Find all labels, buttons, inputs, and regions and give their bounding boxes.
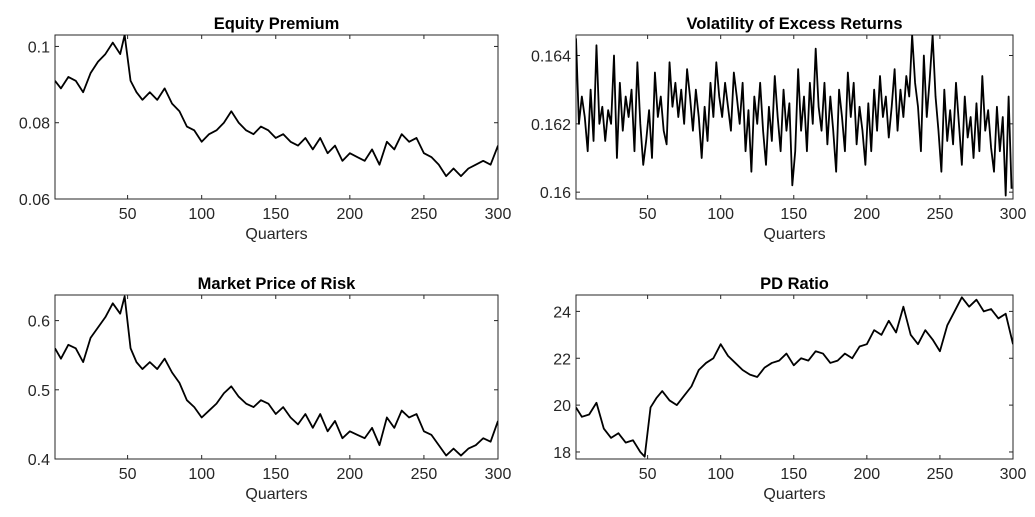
y-tick-label: 0.06 xyxy=(19,192,50,209)
x-axis-label: Quarters xyxy=(245,486,307,503)
y-tick-label: 0.6 xyxy=(28,314,50,331)
x-tick-label: 100 xyxy=(188,206,215,223)
x-tick-label: 150 xyxy=(780,206,807,223)
y-tick-label: 0.1 xyxy=(28,39,50,56)
x-tick-label: 150 xyxy=(262,466,289,483)
y-tick-label: 18 xyxy=(553,445,571,462)
y-tick-label: 0.4 xyxy=(28,452,50,469)
y-tick-label: 0.5 xyxy=(28,383,50,400)
subplot-3: Market Price of Risk 50 100 150 200 250 300 0.4… xyxy=(28,275,512,503)
x-tick-label: 200 xyxy=(336,206,363,223)
x-tick-label: 200 xyxy=(336,466,363,483)
x-axis-label: Quarters xyxy=(763,486,825,503)
x-tick-label: 250 xyxy=(927,466,954,483)
axes-box xyxy=(575,34,1014,200)
x-axis-label: Quarters xyxy=(763,226,825,243)
subplot-1: Equity Premium 50 100 150 200 250 300 0.06 0.08 0… xyxy=(19,15,512,243)
axes-box xyxy=(575,294,1014,460)
axes-box xyxy=(54,294,499,460)
x-tick-label: 100 xyxy=(188,466,215,483)
x-tick-label: 300 xyxy=(1000,466,1027,483)
x-axis-label: Quarters xyxy=(245,226,307,243)
x-tick-label: 300 xyxy=(485,206,512,223)
y-tick-label: 22 xyxy=(553,351,571,368)
y-tick-label: 0.08 xyxy=(19,116,50,133)
y-tick-label: 0.164 xyxy=(531,49,571,66)
series-line-1 xyxy=(55,295,498,457)
subplot-2: Volatility of Excess Returns 50 100 150 200 2… xyxy=(531,15,1026,243)
x-tick-label: 250 xyxy=(927,206,954,223)
y-tick-label: 0.162 xyxy=(531,117,571,134)
chart-title: Volatility of Excess Returns xyxy=(686,15,902,33)
chart-title: PD Ratio xyxy=(760,275,829,293)
x-tick-label: 200 xyxy=(853,466,880,483)
chart-title: Market Price of Risk xyxy=(198,275,357,293)
series-line-1 xyxy=(55,35,498,178)
x-tick-label: 50 xyxy=(119,206,137,223)
chart-title: Equity Premium xyxy=(214,15,340,33)
subplot-4: PD Ratio 50 100 150 200 250 300 18 20 22 24 Quarter… xyxy=(553,275,1026,503)
x-tick-label: 300 xyxy=(1000,206,1027,223)
y-tick-label: 0.16 xyxy=(540,185,571,202)
x-tick-label: 150 xyxy=(780,466,807,483)
x-tick-label: 300 xyxy=(485,466,512,483)
axes-box xyxy=(54,34,499,200)
x-tick-label: 50 xyxy=(639,466,657,483)
x-tick-label: 100 xyxy=(707,206,734,223)
x-tick-label: 100 xyxy=(707,466,734,483)
x-tick-label: 150 xyxy=(262,206,289,223)
series-line-1 xyxy=(576,35,1013,197)
x-tick-label: 250 xyxy=(411,206,438,223)
x-tick-label: 250 xyxy=(411,466,438,483)
series-line-1 xyxy=(576,296,1013,458)
x-tick-label: 200 xyxy=(853,206,880,223)
x-tick-label: 50 xyxy=(639,206,657,223)
y-tick-label: 24 xyxy=(553,304,571,321)
x-tick-label: 50 xyxy=(119,466,137,483)
y-tick-label: 20 xyxy=(553,398,571,415)
